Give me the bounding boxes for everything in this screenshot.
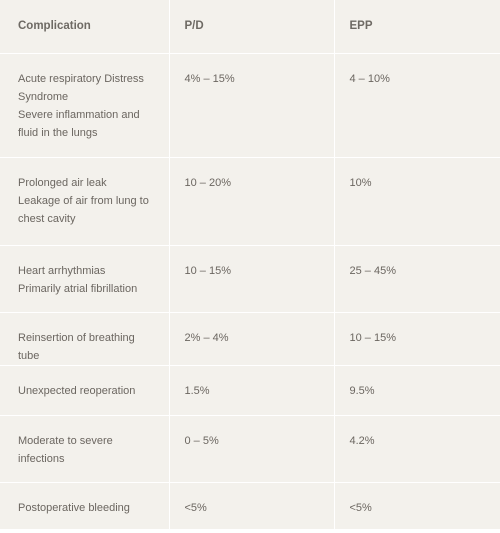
table-row: Postoperative bleeding <5% <5% bbox=[0, 482, 500, 533]
complication-description: Leakage of air from lung to chest cavity bbox=[18, 194, 149, 225]
epp-cell: 9.5% bbox=[334, 365, 500, 416]
epp-cell: 4 – 10% bbox=[334, 53, 500, 158]
epp-cell: 4.2% bbox=[334, 415, 500, 483]
table-row: Heart arrhythmias Primarily atrial fibri… bbox=[0, 245, 500, 313]
table-row: Acute respiratory Distress Syndrome Seve… bbox=[0, 53, 500, 158]
table-header-row: Complication P/D EPP bbox=[0, 0, 500, 54]
table-row: Moderate to severe infections 0 – 5% 4.2… bbox=[0, 415, 500, 483]
complication-cell: Reinsertion of breathing tube bbox=[0, 312, 170, 366]
complication-cell: Moderate to severe infections bbox=[0, 415, 170, 483]
complication-description: Severe inflammation and fluid in the lun… bbox=[18, 108, 140, 139]
header-pd: P/D bbox=[169, 0, 335, 54]
header-complication: Complication bbox=[0, 0, 170, 54]
complication-name: Reinsertion of breathing tube bbox=[18, 331, 135, 362]
header-epp: EPP bbox=[334, 0, 500, 54]
complication-cell: Acute respiratory Distress Syndrome Seve… bbox=[0, 53, 170, 158]
complication-name: Moderate to severe infections bbox=[18, 434, 113, 465]
complication-cell: Prolonged air leak Leakage of air from l… bbox=[0, 157, 170, 246]
complication-description: Primarily atrial fibrillation bbox=[18, 282, 138, 295]
complication-name: Unexpected reoperation bbox=[18, 384, 136, 397]
pd-cell: 0 – 5% bbox=[169, 415, 335, 483]
pd-cell: 10 – 15% bbox=[169, 245, 335, 313]
table-row: Reinsertion of breathing tube 2% – 4% 10… bbox=[0, 312, 500, 366]
epp-cell: 10% bbox=[334, 157, 500, 246]
complication-cell: Heart arrhythmias Primarily atrial fibri… bbox=[0, 245, 170, 313]
epp-cell: 25 – 45% bbox=[334, 245, 500, 313]
pd-cell: 2% – 4% bbox=[169, 312, 335, 366]
table-row: Unexpected reoperation 1.5% 9.5% bbox=[0, 365, 500, 416]
complication-cell: Unexpected reoperation bbox=[0, 365, 170, 416]
epp-cell: 10 – 15% bbox=[334, 312, 500, 366]
complication-name: Postoperative bleeding bbox=[18, 501, 130, 514]
complication-name: Heart arrhythmias bbox=[18, 264, 106, 277]
complication-name: Acute respiratory Distress Syndrome bbox=[18, 72, 144, 103]
complication-cell: Postoperative bleeding bbox=[0, 482, 170, 533]
pd-cell: <5% bbox=[169, 482, 335, 533]
pd-cell: 4% – 15% bbox=[169, 53, 335, 158]
table-row: Prolonged air leak Leakage of air from l… bbox=[0, 157, 500, 246]
pd-cell: 1.5% bbox=[169, 365, 335, 416]
complication-name: Prolonged air leak bbox=[18, 176, 107, 189]
epp-cell: <5% bbox=[334, 482, 500, 533]
pd-cell: 10 – 20% bbox=[169, 157, 335, 246]
